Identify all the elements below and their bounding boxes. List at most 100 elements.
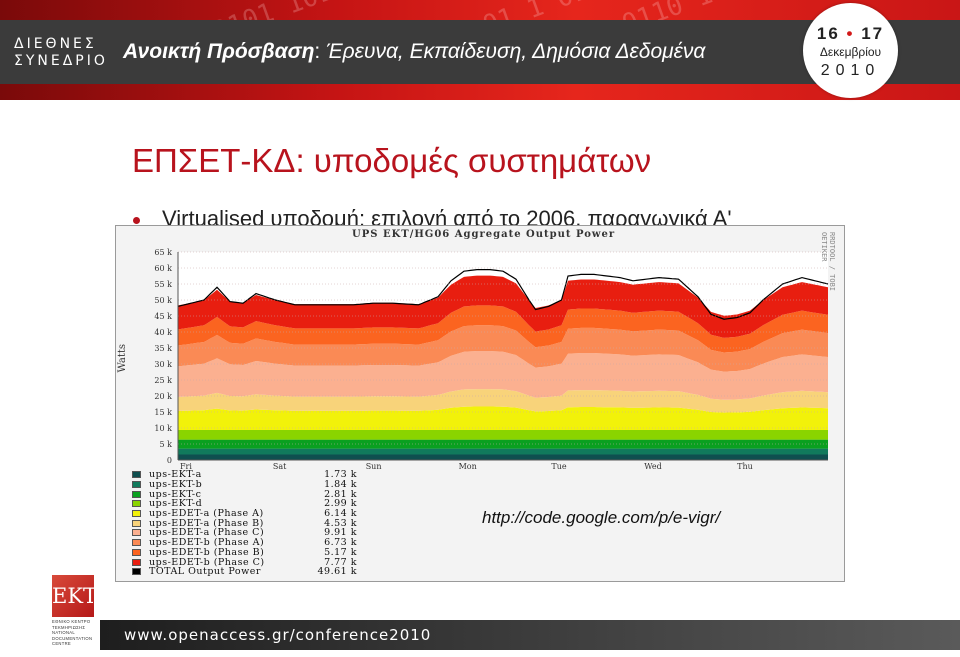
footer-bar: [100, 620, 960, 650]
series-area-8: [178, 305, 828, 353]
series-area-1: [178, 448, 828, 455]
legend-value: 6.14 k: [324, 508, 357, 520]
date-badge: 16 • 17 Δεκεμβρίου 2010: [803, 3, 898, 98]
legend-label: ups-EDET-b (Phase B): [149, 546, 265, 558]
footer-url[interactable]: www.openaccess.gr/conference2010: [124, 626, 432, 644]
y-tick-label: 50 k: [154, 296, 172, 305]
legend-entry: ups-EDET-a (Phase A) 6.14 k: [132, 508, 357, 520]
project-url[interactable]: http://code.google.com/p/e-vigr/: [482, 508, 721, 527]
y-tick-label: 5 k: [160, 440, 173, 449]
legend-entry: ups-EKT-c 2.81 k: [132, 488, 357, 500]
legend-entry: ups-EKT-d 2.99 k: [132, 498, 357, 510]
legend-swatch: [132, 548, 141, 556]
x-tick-label: Mon: [459, 462, 477, 471]
legend-swatch: [132, 471, 141, 479]
legend-value: 2.99 k: [324, 498, 357, 510]
legend-label: ups-EKT-d: [149, 498, 203, 510]
y-tick-label: 35 k: [154, 344, 172, 353]
x-tick-label: Wed: [644, 462, 661, 471]
conference-title: Ανοικτή Πρόσβαση: Έρευνα, Εκπαίδευση, Δη…: [123, 40, 705, 64]
y-tick-label: 15 k: [154, 408, 172, 417]
series-area-9: [178, 275, 828, 338]
legend-entry: TOTAL Output Power 49.61 k: [132, 566, 357, 578]
legend-swatch: [132, 490, 141, 498]
conference-title-bold: Ανοικτή Πρόσβαση: [123, 40, 315, 63]
legend-label: ups-EDET-a (Phase C): [149, 527, 265, 539]
date-day2: 17: [861, 24, 885, 43]
chart-legend: ups-EKT-a 1.73 k ups-EKT-b 1.84 k ups-EKT-c 2…: [132, 469, 357, 578]
date-day1: 16: [816, 24, 840, 43]
legend-value: 7.77 k: [324, 556, 357, 568]
legend-swatch: [132, 529, 141, 537]
x-tick-label: Sat: [273, 462, 287, 471]
total-power-line: [177, 269, 829, 320]
date-dot-icon: •: [846, 24, 855, 43]
conference-label: ΔΙΕΘΝΕΣ ΣΥΝΕΔΡΙΟ: [14, 36, 108, 70]
legend-swatch: [132, 539, 141, 547]
date-month: Δεκεμβρίου: [819, 45, 882, 59]
legend-swatch: [132, 510, 141, 518]
y-tick-label: 20 k: [154, 392, 172, 401]
legend-label: ups-EKT-a: [149, 469, 202, 481]
y-tick-label: 25 k: [154, 376, 172, 385]
legend-entry: ups-EKT-b 1.84 k: [132, 479, 357, 491]
legend-swatch: [132, 568, 141, 576]
legend-label: ups-EKT-b: [149, 479, 203, 491]
series-area-4: [178, 406, 828, 431]
ekt-logo: ΕΚΤ: [52, 575, 97, 617]
y-axis-label: Watts: [117, 344, 128, 373]
x-tick-label: Thu: [737, 462, 753, 471]
power-graph: 0 5 k 10 k 15 k 20 k 25 k 30 k 35 k 40 k 45 k 50 k…: [115, 225, 845, 582]
ekt-logo-caption: ΕΘΝΙΚΟ ΚΕΝΤΡΟ ΤΕΚΜΗΡΙΩΣΗΣ NATIONAL DOCUM…: [52, 619, 93, 646]
series-area-0: [178, 454, 828, 460]
chart-title: UPS EKT/HG06 Aggregate Output Power: [352, 229, 616, 240]
legend-swatch: [132, 481, 141, 489]
series-area-6: [178, 351, 828, 400]
legend-swatch: [132, 519, 141, 527]
x-tick-label: Fri: [180, 462, 192, 471]
legend-entry: ups-EDET-a (Phase B) 4.53 k: [132, 517, 357, 529]
x-tick-label: Sun: [366, 462, 382, 471]
legend-value: 4.53 k: [324, 517, 357, 529]
legend-value: 49.61 k: [317, 566, 357, 578]
y-tick-label: 10 k: [154, 424, 172, 433]
header-bar: [0, 20, 960, 84]
y-tick-label: 30 k: [154, 360, 172, 369]
legend-entry: ups-EKT-a 1.73 k: [132, 469, 357, 481]
series-area-5: [178, 389, 828, 413]
legend-value: 6.73 k: [324, 537, 357, 549]
legend-entry: ups-EDET-a (Phase C) 9.91 k: [132, 527, 357, 539]
legend-value: 1.73 k: [324, 469, 357, 481]
legend-label: ups-EDET-b (Phase C): [149, 556, 265, 568]
y-tick-label: 60 k: [154, 264, 172, 273]
legend-entry: ups-EDET-b (Phase C) 7.77 k: [132, 556, 357, 568]
y-tick-label: 0: [167, 456, 172, 465]
rrdtool-label: RRDTOOL / TOBI OETIKER: [820, 232, 836, 292]
legend-label: ups-EDET-a (Phase A): [149, 508, 264, 520]
legend-swatch: [132, 558, 141, 566]
series-area-7: [178, 325, 828, 372]
power-graph-svg: 0 5 k 10 k 15 k 20 k 25 k 30 k 35 k 40 k 45 k 50 k…: [154, 248, 829, 471]
legend-label: ups-EDET-b (Phase A): [149, 537, 265, 549]
y-tick-label: 65 k: [154, 248, 172, 257]
legend-entry: ups-EDET-b (Phase B) 5.17 k: [132, 546, 357, 558]
conference-line2: ΣΥΝΕΔΡΙΟ: [14, 53, 108, 69]
legend-swatch: [132, 500, 141, 508]
conference-title-rest: Έρευνα, Εκπαίδευση, Δημόσια Δεδομένα: [326, 40, 706, 63]
x-tick-label: Tue: [551, 462, 566, 471]
legend-label: TOTAL Output Power: [149, 566, 261, 578]
legend-entry: ups-EDET-b (Phase A) 6.73 k: [132, 537, 357, 549]
conference-line1: ΔΙΕΘΝΕΣ: [14, 36, 97, 52]
legend-value: 1.84 k: [324, 479, 357, 491]
legend-label: ups-EDET-a (Phase B): [149, 517, 264, 529]
legend-label: ups-EKT-c: [149, 488, 202, 500]
y-tick-label: 55 k: [154, 280, 172, 289]
conference-title-separator: :: [314, 40, 327, 63]
legend-value: 9.91 k: [324, 527, 357, 539]
slide-title: ΕΠΣΕΤ-ΚΔ: υποδομές συστημάτων: [132, 142, 652, 179]
y-tick-label: 40 k: [154, 328, 172, 337]
legend-value: 5.17 k: [324, 546, 357, 558]
y-tick-label: 45 k: [154, 312, 172, 321]
date-days: 16 • 17: [803, 24, 898, 44]
bullet-icon: [133, 217, 140, 224]
